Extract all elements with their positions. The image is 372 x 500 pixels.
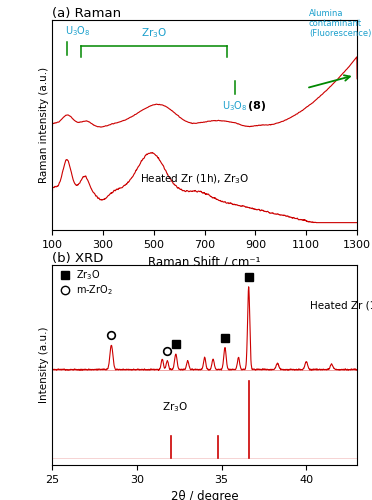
Text: (8): (8) (248, 101, 266, 111)
Text: Alumina
contaminant
(Fluorescence): Alumina contaminant (Fluorescence) (309, 8, 371, 38)
Text: (a) Raman: (a) Raman (52, 7, 121, 20)
Text: $\mathregular{U_3O_8}$: $\mathregular{U_3O_8}$ (222, 99, 248, 113)
X-axis label: Raman Shift / cm⁻¹: Raman Shift / cm⁻¹ (148, 256, 261, 268)
Text: $\mathregular{Zr_3O}$: $\mathregular{Zr_3O}$ (141, 26, 167, 40)
Text: Heated Zr (1h), $\mathregular{Zr_3O}$: Heated Zr (1h), $\mathregular{Zr_3O}$ (140, 172, 249, 186)
X-axis label: 2θ / degree: 2θ / degree (171, 490, 238, 500)
Legend: $\mathregular{Zr_3O}$, m-ZrO$_2$: $\mathregular{Zr_3O}$, m-ZrO$_2$ (55, 268, 113, 297)
Text: $\mathregular{U_3O_8}$: $\mathregular{U_3O_8}$ (65, 24, 90, 38)
Y-axis label: Raman intensity (a.u.): Raman intensity (a.u.) (39, 67, 49, 183)
Text: Heated Zr (1h): Heated Zr (1h) (310, 300, 372, 310)
Text: $\mathregular{Zr_3O}$: $\mathregular{Zr_3O}$ (162, 400, 188, 414)
Text: (b) XRD: (b) XRD (52, 252, 103, 265)
Y-axis label: Intensity (a.u.): Intensity (a.u.) (39, 327, 49, 403)
